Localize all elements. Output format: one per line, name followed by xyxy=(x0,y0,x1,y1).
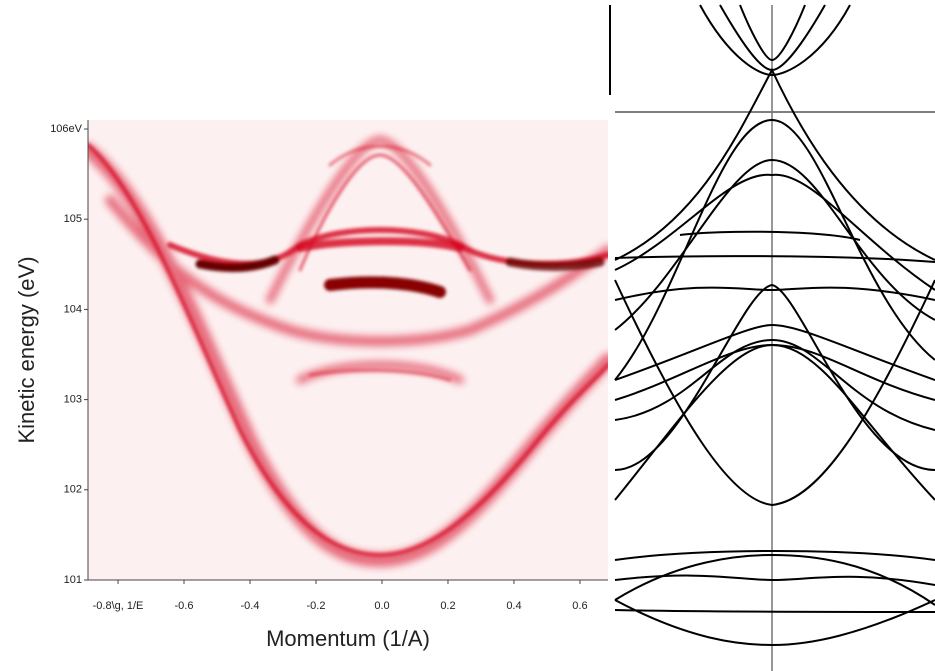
band-structure xyxy=(610,5,935,671)
y-tick-label: 104 xyxy=(64,303,82,315)
y-tick-label: 105 xyxy=(64,213,82,225)
y-tick-label: 106eV xyxy=(50,123,82,135)
y-tick-label: 102 xyxy=(64,484,82,496)
x-tick-label: -0.2 xyxy=(307,600,326,612)
x-tick-label: -0.6 xyxy=(175,600,194,612)
y-tick-label: 103 xyxy=(64,394,82,406)
x-tick-label: 0.4 xyxy=(506,600,521,612)
x-tick-label: 0.6 xyxy=(572,600,587,612)
x-tick-label: -0.4 xyxy=(241,600,260,612)
figure: Kinetic energy (eV) Momentum (1/A) 101 10… xyxy=(0,0,935,671)
x-tick-label: 0.2 xyxy=(440,600,455,612)
x-axis-title: Momentum (1/A) xyxy=(266,626,430,651)
y-tick-label: 101 xyxy=(64,574,82,586)
y-axis-title: Kinetic energy (eV) xyxy=(14,256,39,443)
arpes-image xyxy=(88,120,608,580)
x-tick-label: -0.8\g, 1/E xyxy=(93,600,144,612)
x-tick-label: 0.0 xyxy=(374,600,389,612)
